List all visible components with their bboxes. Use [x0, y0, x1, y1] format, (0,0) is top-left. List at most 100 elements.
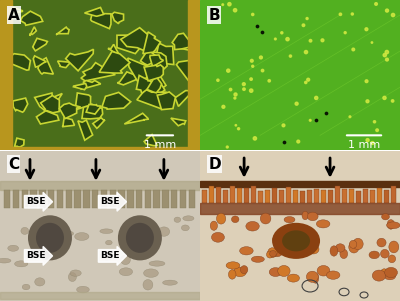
Polygon shape — [144, 65, 163, 81]
Ellipse shape — [228, 270, 236, 279]
Ellipse shape — [386, 222, 400, 229]
Bar — [391, 186, 396, 203]
Point — [295, 139, 302, 144]
Polygon shape — [81, 63, 115, 81]
Point — [266, 78, 272, 83]
Bar — [377, 188, 382, 203]
Ellipse shape — [216, 213, 226, 224]
Polygon shape — [124, 113, 148, 124]
Ellipse shape — [234, 267, 246, 277]
Bar — [279, 190, 284, 203]
Ellipse shape — [381, 269, 388, 275]
Polygon shape — [62, 118, 74, 127]
Bar — [363, 189, 368, 203]
Ellipse shape — [387, 220, 395, 229]
Point — [373, 2, 379, 6]
Ellipse shape — [121, 229, 129, 234]
Point — [233, 123, 239, 128]
Bar — [321, 190, 326, 203]
Ellipse shape — [212, 232, 224, 242]
Polygon shape — [108, 44, 119, 55]
Polygon shape — [91, 13, 111, 29]
Polygon shape — [73, 83, 87, 90]
Polygon shape — [176, 59, 200, 81]
Polygon shape — [112, 12, 124, 24]
Point — [259, 68, 266, 73]
Polygon shape — [10, 7, 23, 14]
Point — [304, 16, 310, 21]
Bar — [0, 292, 200, 299]
Point — [303, 50, 309, 54]
Point — [215, 78, 221, 83]
Polygon shape — [15, 138, 24, 147]
Polygon shape — [175, 91, 191, 106]
Point — [259, 30, 265, 35]
Bar — [171, 190, 178, 208]
Point — [248, 88, 254, 93]
Bar — [370, 190, 375, 203]
Bar — [328, 191, 333, 203]
Ellipse shape — [174, 217, 181, 222]
Polygon shape — [171, 118, 186, 126]
Point — [272, 36, 278, 41]
Ellipse shape — [181, 225, 189, 231]
Point — [390, 98, 396, 103]
Polygon shape — [117, 35, 144, 54]
Point — [248, 77, 254, 82]
Circle shape — [282, 230, 310, 251]
Bar — [13, 190, 19, 208]
Polygon shape — [117, 72, 142, 85]
Ellipse shape — [57, 234, 71, 241]
Point — [337, 12, 344, 17]
Ellipse shape — [284, 216, 295, 223]
Ellipse shape — [210, 221, 218, 230]
Polygon shape — [36, 111, 59, 124]
Point — [384, 57, 390, 62]
Bar — [188, 0, 200, 150]
Polygon shape — [121, 28, 154, 51]
Ellipse shape — [380, 249, 389, 258]
Ellipse shape — [278, 265, 290, 277]
Bar — [335, 186, 340, 203]
Polygon shape — [128, 58, 154, 81]
Point — [350, 47, 356, 52]
Point — [253, 24, 260, 29]
Polygon shape — [82, 106, 103, 119]
Bar — [189, 190, 195, 208]
Bar — [57, 190, 63, 208]
Ellipse shape — [388, 255, 396, 263]
Polygon shape — [52, 94, 62, 107]
Ellipse shape — [106, 240, 112, 245]
Text: 1 mm: 1 mm — [348, 140, 380, 150]
Ellipse shape — [158, 227, 170, 236]
Polygon shape — [30, 27, 36, 36]
Polygon shape — [143, 32, 160, 54]
Ellipse shape — [317, 265, 330, 276]
Ellipse shape — [312, 273, 319, 283]
Bar — [154, 190, 160, 208]
Ellipse shape — [36, 223, 64, 253]
Polygon shape — [178, 41, 200, 52]
Ellipse shape — [251, 256, 264, 262]
Ellipse shape — [76, 286, 89, 293]
Ellipse shape — [232, 216, 239, 223]
Ellipse shape — [304, 234, 311, 244]
Ellipse shape — [369, 251, 380, 259]
Point — [224, 144, 230, 149]
Ellipse shape — [143, 228, 158, 234]
Polygon shape — [102, 92, 131, 109]
Ellipse shape — [308, 245, 319, 254]
Point — [374, 128, 380, 133]
Bar — [0, 0, 12, 150]
Ellipse shape — [384, 272, 396, 280]
Point — [281, 139, 287, 144]
Point — [349, 12, 356, 17]
Point — [248, 58, 255, 63]
Polygon shape — [99, 51, 130, 73]
Bar — [145, 190, 151, 208]
Polygon shape — [20, 11, 43, 25]
Circle shape — [272, 223, 320, 259]
Point — [305, 77, 311, 82]
Ellipse shape — [0, 258, 11, 263]
Polygon shape — [136, 75, 156, 93]
